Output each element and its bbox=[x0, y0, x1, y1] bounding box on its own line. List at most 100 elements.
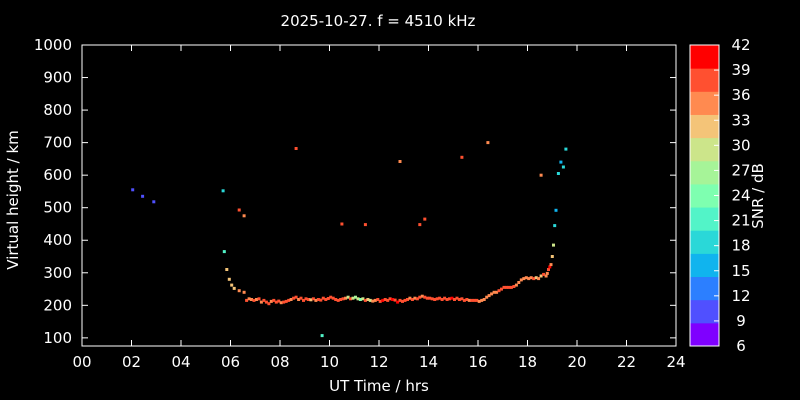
data-point bbox=[403, 298, 407, 302]
data-point bbox=[485, 295, 489, 299]
data-point bbox=[309, 298, 313, 302]
data-point bbox=[299, 296, 303, 300]
colorbar-tick-label: 27 bbox=[731, 161, 750, 179]
colorbar-tick-label: 15 bbox=[731, 262, 750, 280]
data-point bbox=[279, 301, 283, 305]
data-point bbox=[507, 285, 511, 289]
data-point bbox=[428, 296, 432, 300]
data-point bbox=[264, 300, 268, 304]
data-point bbox=[509, 285, 513, 289]
colorbar-segment bbox=[690, 68, 719, 92]
colorbar: 6 9 12 15 18 21 24 27 30 33 36 39 42 bbox=[689, 36, 751, 355]
x-axis: 00 02 04 06 08 10 12 14 16 18 20 22 24 bbox=[72, 45, 686, 371]
data-point bbox=[131, 188, 135, 192]
data-point bbox=[368, 298, 372, 302]
colorbar-segment bbox=[690, 183, 719, 208]
data-point bbox=[500, 287, 503, 291]
data-point bbox=[465, 298, 469, 301]
x-tick-label: 04 bbox=[171, 353, 190, 371]
x-tick-label: 10 bbox=[320, 353, 339, 371]
data-point bbox=[354, 295, 357, 299]
data-point bbox=[257, 297, 261, 301]
data-point bbox=[259, 300, 263, 304]
data-point bbox=[495, 290, 499, 294]
data-point bbox=[443, 296, 447, 300]
x-tick-label: 00 bbox=[72, 353, 91, 371]
colorbar-tick-label: 9 bbox=[736, 312, 746, 330]
data-point bbox=[287, 298, 291, 302]
colorbar-segment bbox=[690, 91, 719, 115]
colorbar-segment bbox=[690, 207, 719, 231]
data-point bbox=[152, 200, 156, 204]
data-point bbox=[457, 298, 461, 301]
data-point bbox=[435, 297, 439, 301]
data-point bbox=[388, 297, 392, 301]
data-point bbox=[250, 298, 253, 301]
data-point bbox=[363, 223, 367, 227]
data-point bbox=[381, 298, 385, 302]
data-point bbox=[445, 298, 449, 301]
data-point bbox=[529, 276, 533, 280]
data-point bbox=[524, 276, 528, 280]
data-point bbox=[410, 298, 414, 301]
data-point bbox=[561, 165, 565, 169]
data-point bbox=[548, 265, 552, 269]
y-tick-label: 700 bbox=[43, 134, 72, 152]
data-point bbox=[425, 296, 429, 300]
y-tick-label: 500 bbox=[43, 199, 72, 217]
colorbar-segment bbox=[690, 299, 719, 324]
colorbar-segment bbox=[690, 160, 719, 185]
data-point bbox=[292, 296, 296, 300]
data-point bbox=[272, 298, 276, 302]
x-tick-label: 12 bbox=[369, 353, 388, 371]
data-point bbox=[247, 297, 251, 301]
data-point bbox=[544, 274, 548, 278]
x-tick-label: 14 bbox=[419, 353, 438, 371]
colorbar-tick-label: 39 bbox=[731, 61, 750, 79]
data-point bbox=[462, 298, 466, 302]
data-point bbox=[237, 208, 241, 212]
data-point bbox=[492, 290, 496, 294]
data-point bbox=[349, 297, 352, 301]
data-point bbox=[448, 297, 451, 301]
y-axis: 100 200 300 400 500 600 700 800 900 1000 bbox=[34, 36, 676, 347]
data-point bbox=[242, 290, 246, 294]
colorbar-tick-label: 21 bbox=[731, 212, 750, 230]
data-point bbox=[255, 298, 258, 301]
y-tick-label: 300 bbox=[43, 264, 72, 282]
data-point bbox=[294, 147, 298, 150]
data-point bbox=[252, 298, 256, 302]
data-point bbox=[470, 298, 474, 302]
data-point bbox=[477, 299, 481, 303]
data-point bbox=[245, 298, 249, 302]
data-point bbox=[232, 286, 236, 290]
data-point bbox=[559, 160, 563, 164]
data-point bbox=[341, 297, 345, 301]
colorbar-tick-label: 30 bbox=[731, 136, 750, 154]
data-point bbox=[482, 298, 486, 301]
colorbar-tick-label: 6 bbox=[736, 337, 746, 355]
x-tick-label: 20 bbox=[567, 353, 586, 371]
data-point bbox=[361, 297, 365, 301]
colorbar-segment bbox=[690, 276, 719, 301]
data-point bbox=[547, 268, 550, 271]
data-point bbox=[242, 214, 246, 218]
data-point bbox=[467, 298, 471, 302]
colorbar-segment bbox=[690, 137, 719, 162]
data-point bbox=[334, 298, 338, 301]
data-point bbox=[472, 298, 476, 302]
data-point bbox=[556, 172, 560, 175]
data-point bbox=[262, 298, 266, 302]
data-point bbox=[420, 294, 424, 298]
data-point bbox=[440, 298, 444, 301]
data-point bbox=[356, 297, 360, 301]
data-point bbox=[230, 283, 234, 287]
data-point bbox=[383, 298, 387, 301]
colorbar-tick-label: 24 bbox=[731, 187, 750, 205]
data-point bbox=[321, 296, 325, 300]
data-point bbox=[363, 298, 367, 302]
data-point bbox=[550, 255, 554, 258]
x-tick-label: 06 bbox=[221, 353, 240, 371]
data-point bbox=[418, 223, 422, 227]
colorbar-label: SNR / dB bbox=[749, 163, 767, 229]
